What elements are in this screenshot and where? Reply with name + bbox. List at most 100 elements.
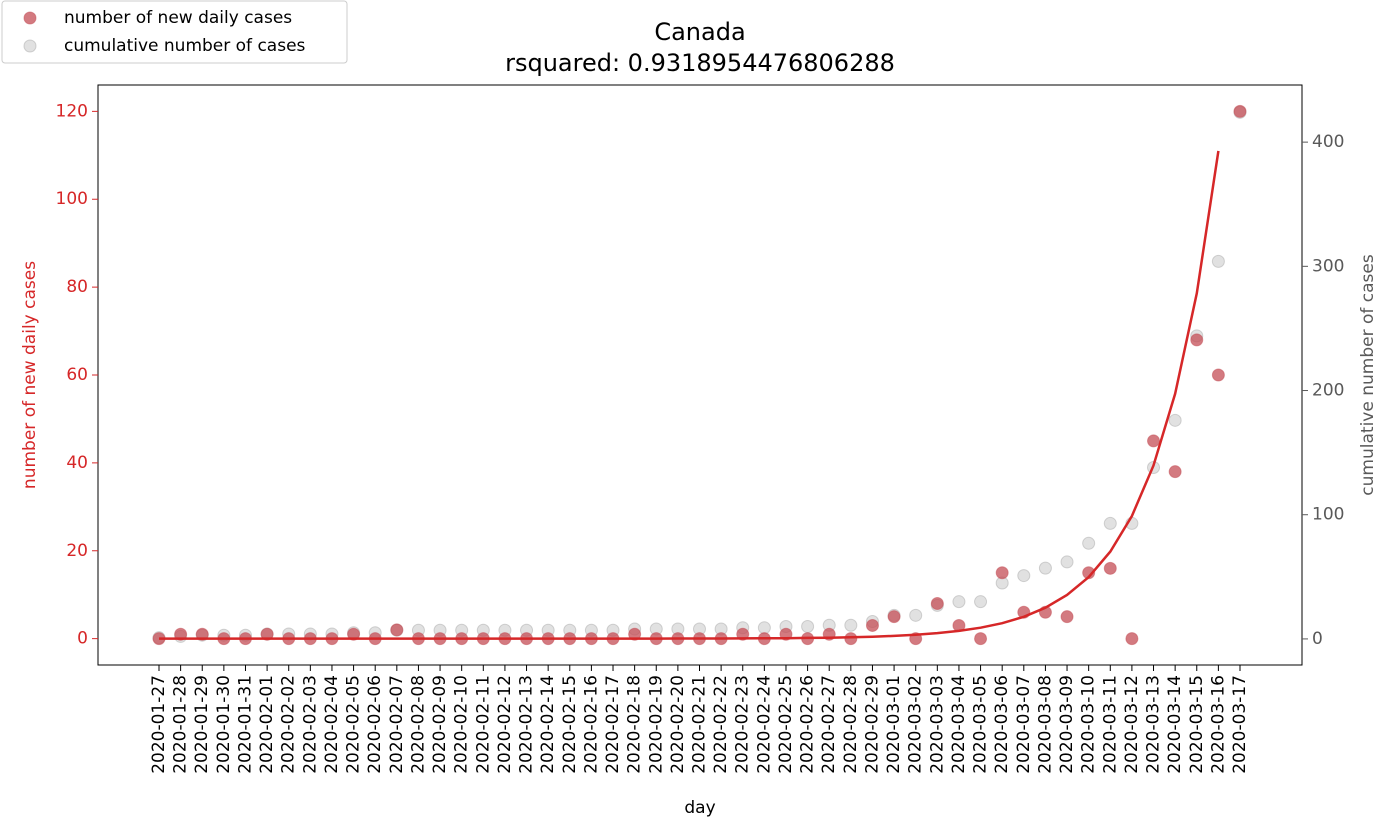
x-tick-label: 2020-01-29 bbox=[192, 675, 212, 774]
x-tick-label: 2020-02-12 bbox=[495, 675, 515, 774]
x-tick-label: 2020-02-19 bbox=[646, 675, 666, 774]
x-tick-label: 2020-03-11 bbox=[1100, 675, 1120, 774]
fit-line bbox=[159, 150, 1220, 640]
x-tick-label: 2020-02-09 bbox=[430, 675, 450, 774]
y-tick-label: 120 bbox=[56, 101, 88, 121]
point bbox=[757, 621, 771, 635]
x-tick-label: 2020-03-04 bbox=[949, 675, 969, 774]
point bbox=[844, 618, 858, 632]
x-tick-label: 2020-02-05 bbox=[344, 675, 364, 774]
point bbox=[1233, 104, 1247, 118]
x-tick-label: 2020-02-21 bbox=[690, 675, 710, 774]
x-tick-label: 2020-03-13 bbox=[1144, 675, 1164, 774]
point bbox=[844, 632, 858, 646]
legend: number of new daily cases cumulative numb… bbox=[1, 0, 348, 64]
legend-marker bbox=[23, 11, 37, 25]
x-tick-label: 2020-02-18 bbox=[625, 675, 645, 774]
x-tick-label: 2020-03-06 bbox=[992, 675, 1012, 774]
x-tick-label: 2020-02-02 bbox=[279, 675, 299, 774]
point bbox=[1103, 561, 1117, 575]
point bbox=[1168, 413, 1182, 427]
y-tick-label: 20 bbox=[66, 541, 88, 561]
x-tick-label: 2020-02-07 bbox=[387, 675, 407, 774]
point bbox=[930, 596, 944, 610]
point bbox=[1211, 254, 1225, 268]
x-tick-label: 2020-02-22 bbox=[711, 675, 731, 774]
point bbox=[974, 632, 988, 646]
x-tick-label: 2020-03-12 bbox=[1122, 675, 1142, 774]
point bbox=[1211, 368, 1225, 382]
x-tick-label: 2020-02-24 bbox=[754, 675, 774, 774]
x-tick-label: 2020-03-08 bbox=[1035, 675, 1055, 774]
point bbox=[1017, 569, 1031, 583]
point bbox=[801, 619, 815, 633]
x-tick-label: 2020-03-14 bbox=[1165, 675, 1185, 774]
x-tick-label: 2020-01-31 bbox=[235, 675, 255, 774]
x-tick-label: 2020-02-11 bbox=[473, 675, 493, 774]
point bbox=[909, 608, 923, 622]
point bbox=[1060, 610, 1074, 624]
x-tick-label: 2020-02-10 bbox=[452, 675, 472, 774]
x-tick-label: 2020-03-07 bbox=[1014, 675, 1034, 774]
point bbox=[628, 627, 642, 641]
x-tick-label: 2020-02-28 bbox=[841, 675, 861, 774]
legend-marker bbox=[23, 39, 37, 53]
x-tick-label: 2020-02-03 bbox=[300, 675, 320, 774]
point bbox=[1060, 555, 1074, 569]
x-tick-label: 2020-03-03 bbox=[927, 675, 947, 774]
y2-tick-label: 300 bbox=[1312, 256, 1344, 276]
y2-tick-label: 200 bbox=[1312, 381, 1344, 401]
point bbox=[952, 595, 966, 609]
y-tick-label: 80 bbox=[66, 277, 88, 297]
x-tick-label: 2020-02-16 bbox=[581, 675, 601, 774]
point bbox=[174, 627, 188, 641]
x-tick-label: 2020-03-16 bbox=[1208, 675, 1228, 774]
x-tick-label: 2020-02-29 bbox=[862, 675, 882, 774]
point bbox=[1168, 465, 1182, 479]
point bbox=[1103, 516, 1117, 530]
chart-title: Canada bbox=[654, 18, 745, 46]
legend-label: cumulative number of cases bbox=[64, 36, 306, 56]
x-tick-label: 2020-02-27 bbox=[819, 675, 839, 774]
x-tick-label: 2020-03-02 bbox=[906, 675, 926, 774]
y-tick-label: 40 bbox=[66, 453, 88, 473]
legend-label: number of new daily cases bbox=[64, 8, 292, 28]
x-tick-label: 2020-02-20 bbox=[668, 675, 688, 774]
y2-tick-label: 100 bbox=[1312, 505, 1344, 525]
legend-box bbox=[1, 0, 348, 64]
point bbox=[887, 610, 901, 624]
y-tick-label: 60 bbox=[66, 365, 88, 385]
point bbox=[1038, 561, 1052, 575]
x-tick-label: 2020-02-13 bbox=[517, 675, 537, 774]
point bbox=[347, 627, 361, 641]
x-tick-label: 2020-02-17 bbox=[603, 675, 623, 774]
x-tick-label: 2020-03-09 bbox=[1057, 675, 1077, 774]
x-axis-label: day bbox=[684, 798, 715, 818]
x-tick-label: 2020-03-15 bbox=[1187, 675, 1207, 774]
x-tick-label: 2020-01-28 bbox=[171, 675, 191, 774]
point bbox=[390, 623, 404, 637]
y2-tick-label: 0 bbox=[1312, 629, 1323, 649]
x-tick-label: 2020-01-30 bbox=[214, 675, 234, 774]
x-tick-label: 2020-01-27 bbox=[149, 675, 169, 774]
point bbox=[865, 618, 879, 632]
point bbox=[1125, 632, 1139, 646]
x-tick-label: 2020-02-08 bbox=[408, 675, 428, 774]
point bbox=[195, 627, 209, 641]
x-tick-label: 2020-02-15 bbox=[560, 675, 580, 774]
point bbox=[1082, 536, 1096, 550]
y-tick-label: 0 bbox=[77, 629, 88, 649]
x-tick-label: 2020-03-17 bbox=[1230, 675, 1250, 774]
point bbox=[1190, 333, 1204, 347]
x-tick-label: 2020-02-26 bbox=[798, 675, 818, 774]
chart-subtitle: rsquared: 0.9318954476806288 bbox=[505, 49, 895, 77]
x-tick-label: 2020-02-25 bbox=[776, 675, 796, 774]
x-tick-label: 2020-03-10 bbox=[1079, 675, 1099, 774]
x-tick-label: 2020-02-06 bbox=[365, 675, 385, 774]
x-tick-label: 2020-02-14 bbox=[538, 675, 558, 774]
y2-tick-label: 400 bbox=[1312, 132, 1344, 152]
plot-area bbox=[97, 84, 1303, 666]
x-tick-label: 2020-02-04 bbox=[322, 675, 342, 774]
x-tick-label: 2020-02-23 bbox=[733, 675, 753, 774]
